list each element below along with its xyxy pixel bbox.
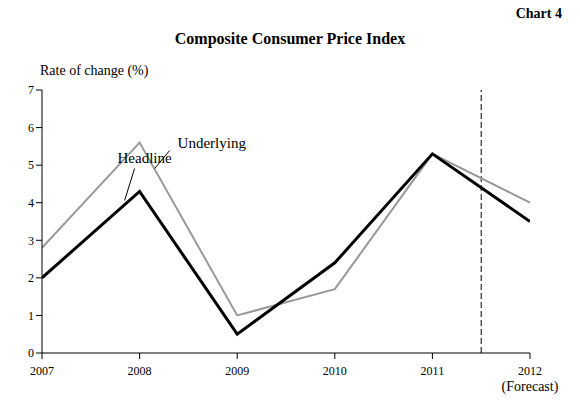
html-text:Rate of change (%): Rate of change (%) [40, 63, 149, 78]
svg-text:Headline: Headline [118, 150, 172, 166]
svg-text:2011: 2011 [421, 364, 445, 378]
html-text:Composite Consumer Price Index: Composite Consumer Price Index [174, 30, 406, 47]
svg-text:5: 5 [28, 158, 34, 172]
svg-text:3: 3 [28, 234, 34, 248]
svg-text:2007: 2007 [30, 364, 54, 378]
svg-text:1: 1 [28, 309, 34, 323]
svg-text:2008: 2008 [128, 364, 152, 378]
svg-text:2010: 2010 [323, 364, 347, 378]
svg-text:2012: 2012 [518, 364, 542, 378]
svg-text:4: 4 [28, 196, 34, 210]
svg-text:(Forecast): (Forecast) [502, 379, 559, 395]
svg-text:6: 6 [28, 121, 34, 135]
svg-text:Underlying: Underlying [178, 135, 247, 151]
html-text:Chart 4: Chart 4 [515, 6, 562, 21]
svg-text:0: 0 [28, 346, 34, 360]
svg-text:2009: 2009 [225, 364, 249, 378]
svg-text:2: 2 [28, 271, 34, 285]
svg-text:7: 7 [28, 83, 34, 97]
